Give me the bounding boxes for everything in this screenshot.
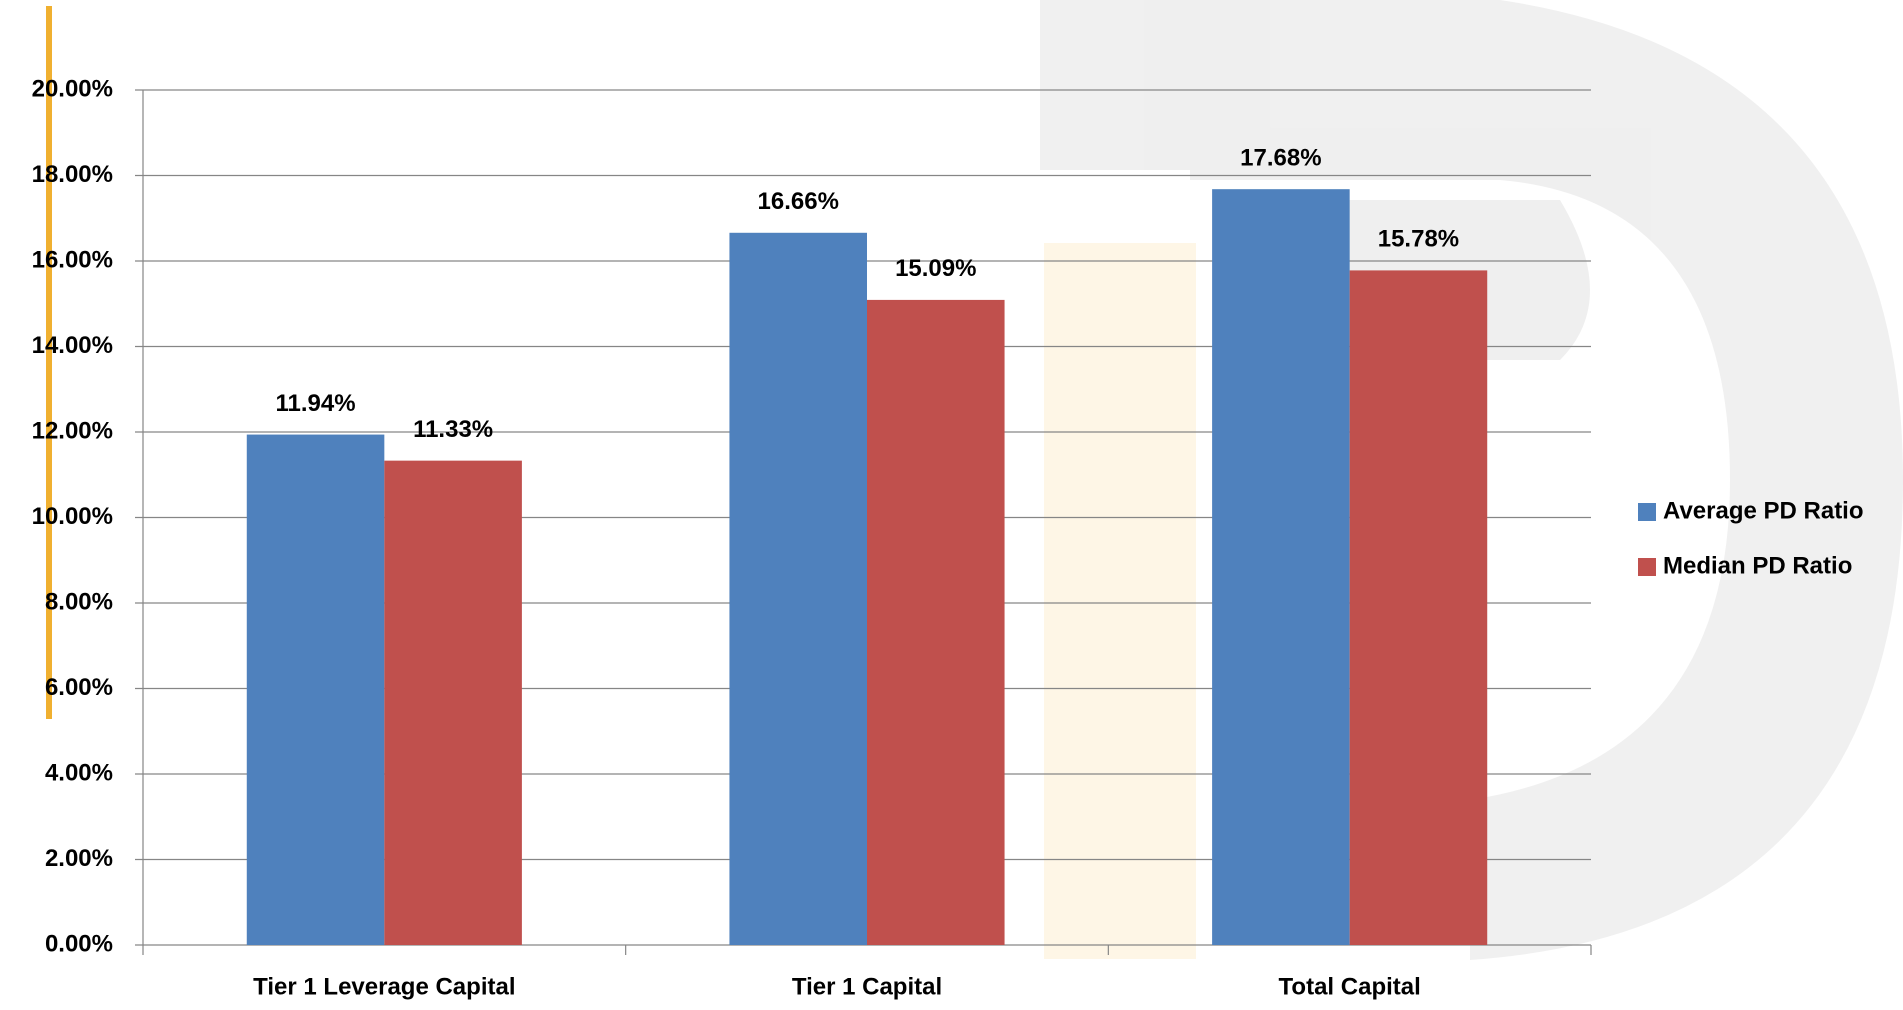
y-tick-label: 12.00% xyxy=(32,417,113,444)
y-tick-label: 8.00% xyxy=(45,588,113,615)
y-tick-label: 14.00% xyxy=(32,332,113,359)
y-tick-label: 18.00% xyxy=(32,161,113,188)
legend-label: Average PD Ratio xyxy=(1663,497,1864,524)
data-label: 11.94% xyxy=(276,390,356,417)
y-tick-label: 20.00% xyxy=(32,75,113,102)
bar xyxy=(867,299,1005,946)
data-label: 11.33% xyxy=(413,416,493,443)
x-tick-label: Tier 1 Leverage Capital xyxy=(253,973,515,1000)
bar xyxy=(384,460,522,945)
watermark-stem xyxy=(1040,0,1190,170)
bar xyxy=(1349,270,1488,945)
legend-label: Median PD Ratio xyxy=(1663,552,1852,579)
data-label: 15.78% xyxy=(1378,226,1459,253)
y-tick-label: 16.00% xyxy=(32,246,113,273)
watermark-bowl xyxy=(1190,0,1903,960)
bar xyxy=(729,232,867,945)
accent-bar xyxy=(46,6,52,719)
data-label: 17.68% xyxy=(1240,145,1321,172)
y-tick-label: 6.00% xyxy=(45,674,113,701)
x-tick-label: Total Capital xyxy=(1279,973,1421,1000)
bar xyxy=(1212,189,1350,945)
y-tick-label: 10.00% xyxy=(32,503,113,530)
bar xyxy=(246,434,385,945)
watermark-band xyxy=(1044,243,1196,959)
legend-swatch xyxy=(1638,503,1656,521)
data-label: 15.09% xyxy=(895,255,976,282)
y-tick-label: 4.00% xyxy=(45,759,113,786)
legend-swatch xyxy=(1638,558,1656,576)
data-label: 16.66% xyxy=(758,188,839,215)
x-tick-label: Tier 1 Capital xyxy=(792,973,942,1000)
y-tick-label: 0.00% xyxy=(45,930,113,957)
y-tick-label: 2.00% xyxy=(45,845,113,872)
